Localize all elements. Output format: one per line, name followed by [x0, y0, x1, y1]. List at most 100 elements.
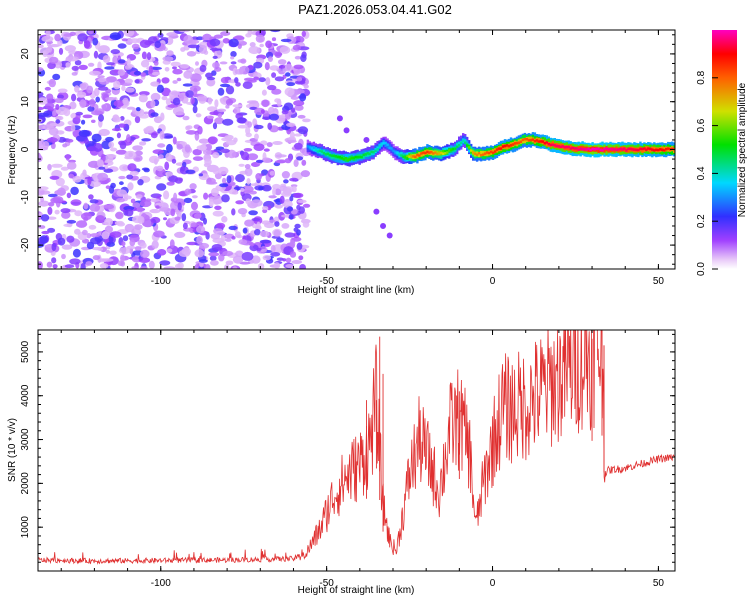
noise-blob [45, 30, 51, 37]
noise-blob [296, 242, 303, 250]
noise-blob [117, 59, 126, 64]
colorbar-label: Normalized spectral amplitude [737, 82, 748, 217]
noise-blob [89, 180, 101, 188]
noise-blob [245, 132, 252, 138]
noise-blob [184, 144, 191, 153]
track-segment [342, 158, 345, 161]
noise-blob [133, 51, 140, 55]
noise-blob [278, 65, 286, 69]
noise-blob [148, 260, 155, 269]
noise-blob [222, 38, 230, 44]
noise-blob [240, 187, 245, 192]
noise-blob [234, 231, 241, 238]
track-segment [472, 151, 475, 154]
noise-blob [212, 152, 220, 159]
track-segment [497, 147, 501, 150]
track-segment [308, 146, 312, 149]
noise-blob [124, 78, 133, 84]
noise-blob [199, 64, 207, 72]
noise-blob [219, 183, 229, 188]
noise-blob [78, 64, 88, 70]
noise-blob [215, 222, 226, 229]
noise-blob [255, 34, 265, 43]
noise-blob [212, 122, 218, 130]
noise-blob [242, 81, 253, 89]
noise-blob [163, 190, 170, 200]
noise-blob [165, 135, 174, 139]
noise-blob [132, 145, 144, 151]
noise-blob [119, 181, 124, 186]
noise-blob [101, 104, 107, 111]
noise-blob [38, 153, 42, 162]
noise-blob [270, 252, 281, 257]
noise-blob [282, 187, 292, 196]
noise-blob [82, 229, 88, 236]
noise-blob [274, 204, 283, 209]
noise-blob [204, 264, 211, 269]
noise-blob [251, 255, 261, 264]
track-segment [601, 149, 604, 152]
track-segment [655, 148, 658, 152]
track-segment [422, 151, 425, 154]
noise-blob [198, 242, 210, 249]
noise-blob [198, 44, 208, 54]
noise-blob [270, 244, 276, 253]
noise-blob [174, 177, 183, 184]
noise-blob [297, 199, 307, 204]
noise-blob [298, 255, 304, 261]
noise-blob [60, 208, 71, 214]
noise-blob [62, 143, 68, 148]
noise-blob [292, 89, 305, 95]
y-tick-label: -20 [20, 237, 31, 252]
y-tick-label: 1000 [20, 516, 31, 539]
noise-blob [250, 183, 259, 187]
noise-blob [149, 198, 160, 202]
noise-blob [70, 186, 79, 196]
noise-blob [76, 220, 88, 228]
colorbar-tick-label: 0.0 [696, 262, 707, 276]
track-segment [505, 144, 509, 150]
track-segment [312, 148, 316, 152]
track-segment [446, 151, 449, 154]
noise-blob [261, 157, 272, 163]
noise-blob [156, 165, 164, 172]
noise-blob [148, 65, 153, 74]
noise-blob [150, 81, 160, 87]
track-segment [493, 150, 497, 153]
noise-blob [212, 55, 218, 60]
noise-blob [373, 208, 380, 215]
track-segment [641, 147, 644, 153]
track-segment [523, 138, 527, 141]
track-segment [549, 143, 552, 147]
noise-blob [44, 86, 51, 91]
noise-blob [38, 106, 45, 111]
snr-x-label: Height of straight line (km) [298, 585, 415, 596]
noise-blob [190, 73, 202, 82]
noise-blob [267, 56, 273, 62]
noise-blob [48, 127, 59, 136]
noise-blob [279, 195, 285, 204]
noise-blob [282, 200, 293, 208]
noise-blob [116, 189, 128, 197]
noise-blob [170, 61, 181, 67]
track-segment [597, 147, 600, 153]
noise-blob [159, 130, 165, 140]
track-segment [344, 157, 347, 160]
noise-blob [193, 213, 202, 219]
track-segment [426, 150, 429, 154]
noise-blob [257, 263, 265, 269]
noise-blob [281, 110, 289, 115]
noise-blob [213, 169, 219, 175]
track-segment [378, 145, 381, 148]
noise-blob [54, 33, 61, 42]
noise-blob [157, 143, 166, 148]
track-segment [597, 147, 600, 150]
noise-blob [241, 251, 254, 261]
track-segment [545, 141, 548, 144]
noise-blob [143, 111, 149, 115]
noise-blob [196, 95, 208, 102]
noise-blob [259, 239, 272, 244]
snr-line [38, 330, 675, 565]
noise-blob [130, 198, 136, 204]
y-tick-label: -10 [20, 190, 31, 205]
